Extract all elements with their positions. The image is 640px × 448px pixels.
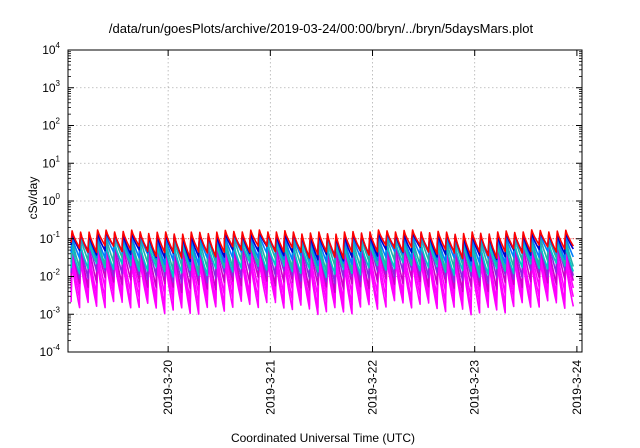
y-tick-label: 104 [42,41,60,57]
x-tick-label: 2019-3-21 [263,360,277,415]
x-ticks: 2019-3-20 2019-3-21 2019-3-22 2019-3-23 2019… [161,50,584,415]
x-tick-label: 2019-3-24 [570,360,584,415]
y-tick-label: 102 [42,117,60,133]
y-tick-label: 10-3 [40,305,61,321]
series-line [70,229,574,260]
x-tick-label: 2019-3-23 [468,360,482,415]
y-ticks: 10-4 10-3 10-2 10-1 100 101 102 103 104 [40,41,582,359]
y-tick-label: 10-4 [40,343,61,359]
chart-title: /data/run/goesPlots/archive/2019-03-24/0… [109,21,534,36]
y-axis-label: cSv/day [26,177,40,220]
x-tick-label: 2019-3-20 [161,360,175,415]
series-layer [70,229,575,316]
y-tick-label: 103 [42,79,60,95]
y-tick-label: 101 [42,154,60,170]
x-tick-label: 2019-3-22 [366,360,380,415]
y-tick-label: 100 [42,192,60,208]
x-axis-label: Coordinated Universal Time (UTC) [231,431,415,445]
y-tick-label: 10-1 [40,230,61,246]
y-tick-label: 10-2 [40,268,61,284]
